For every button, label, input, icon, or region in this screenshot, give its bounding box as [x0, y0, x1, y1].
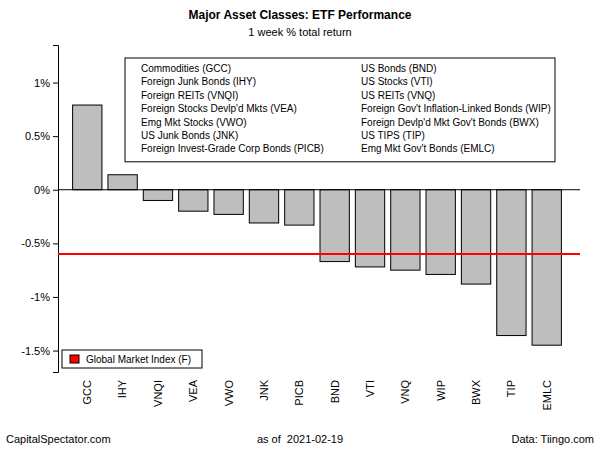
key-entry: US Stocks (VTI) [361, 76, 433, 87]
tick-mark [53, 297, 58, 298]
key-entry: Foreign REITs (VNQI) [141, 90, 238, 101]
tick-mark [53, 351, 58, 352]
tick-label: BND [329, 380, 341, 403]
tick: VWO [222, 380, 234, 407]
tick: BND [329, 380, 341, 403]
bar [461, 190, 490, 284]
key-entry: Emg Mkt Gov't Bonds (EMLC) [361, 143, 495, 154]
tick-label: JNK [258, 379, 270, 400]
bar [355, 190, 384, 267]
tick-label: VNQI [152, 380, 164, 407]
tick-mark [53, 243, 58, 244]
bar [285, 190, 314, 225]
bar [497, 190, 526, 336]
tick-label: VNQ [399, 380, 411, 404]
bar [320, 190, 349, 262]
key-box: Commodities (GCC) Foreign Junk Bonds (IHY… [125, 58, 555, 162]
legend-entry: Global Market Index (F) [86, 354, 191, 365]
bar [179, 190, 208, 211]
tick-label: BWX [470, 379, 482, 405]
background [0, 0, 600, 450]
tick-label: 1% [34, 77, 50, 89]
tick: VNQ [399, 380, 411, 404]
key-entry: Foreign Stocks Devlp'd Mkts (VEA) [141, 103, 297, 114]
bar [532, 190, 561, 345]
tick: 1% [34, 77, 58, 89]
tick-label: TIP [505, 380, 517, 397]
tick-label: -1.5% [21, 345, 50, 357]
tick-label: -0.5% [21, 237, 50, 249]
tick-mark [53, 83, 58, 84]
legend-frame [62, 350, 202, 368]
bar [249, 190, 278, 223]
tick: -0.5% [21, 237, 58, 249]
baseline [58, 189, 580, 190]
key-entry: Commodities (GCC) [141, 63, 231, 74]
tick: VNQI [152, 380, 164, 407]
tick: WIP [435, 380, 447, 401]
tick: JNK [258, 379, 270, 400]
tick-label: 0.5% [25, 130, 50, 142]
tick: TIP [505, 380, 517, 397]
tick-label: 0% [34, 184, 50, 196]
tick-label: PICB [293, 380, 305, 406]
tick-label: WIP [435, 380, 447, 401]
chart: Major Asset Classes: ETF Performance 1 we… [0, 0, 600, 450]
tick-label: GCC [81, 380, 93, 405]
key-entry: US REITs (VNQ) [361, 90, 435, 101]
date-note: as of 2021-02-19 [257, 433, 343, 445]
bar [108, 175, 137, 190]
tick: 0% [34, 184, 58, 196]
key-entry: Foreign Invest-Grade Corp Bonds (PICB) [141, 143, 324, 154]
legend-swatch [70, 355, 79, 363]
bar [426, 190, 455, 275]
tick: GCC [81, 380, 93, 405]
key-entry: US TIPS (TIP) [361, 130, 425, 141]
tick: 0.5% [25, 130, 58, 142]
bar [143, 190, 172, 201]
subtitle: 1 week % total return [248, 26, 351, 38]
key-frame [125, 58, 555, 162]
tick-mark [53, 190, 58, 191]
tick-mark [53, 136, 58, 137]
axis-line [53, 46, 59, 373]
x-axis: GCC IHY VNQI VEA VWO JNK PICB BND VTI VNQ WIP BWX TI… [81, 379, 552, 410]
credit: CapitalSpectator.com [6, 433, 111, 445]
tick: BWX [470, 379, 482, 405]
key-entry: Emg Mkt Stocks (VWO) [141, 117, 247, 128]
tick-label: -1% [30, 291, 50, 303]
tick-label: VEA [187, 379, 199, 402]
tick: IHY [116, 379, 128, 398]
tick-label: VWO [222, 380, 234, 407]
tick: PICB [293, 380, 305, 406]
bar [73, 105, 102, 190]
key-entry: Foreign Gov't Inflation-Linked Bonds (WI… [361, 103, 551, 114]
tick: -1.5% [21, 345, 58, 357]
key-entry: US Bonds (BND) [361, 63, 437, 74]
tick: VEA [187, 379, 199, 402]
tick: EMLC [541, 380, 553, 411]
source: Data: Tiingo.com [511, 433, 594, 445]
legend: Global Market Index (F) [62, 350, 202, 368]
key-entry: Foreign Junk Bonds (IHY) [141, 76, 256, 87]
y-axis: -1.5% -1% -0.5% 0% 0.5% 1% [21, 46, 58, 373]
key-entry: US Junk Bonds (JNK) [141, 130, 238, 141]
tick-label: VTI [364, 380, 376, 397]
tick-label: IHY [116, 379, 128, 398]
title: Major Asset Classes: ETF Performance [189, 8, 412, 22]
bar [391, 190, 420, 270]
tick: -1% [30, 291, 58, 303]
tick: VTI [364, 380, 376, 397]
key-entry: Foreign Devlp'd Mkt Gov't Bonds (BWX) [361, 117, 539, 128]
reference-line [58, 253, 580, 255]
bar [214, 190, 243, 215]
tick-label: EMLC [541, 380, 553, 411]
